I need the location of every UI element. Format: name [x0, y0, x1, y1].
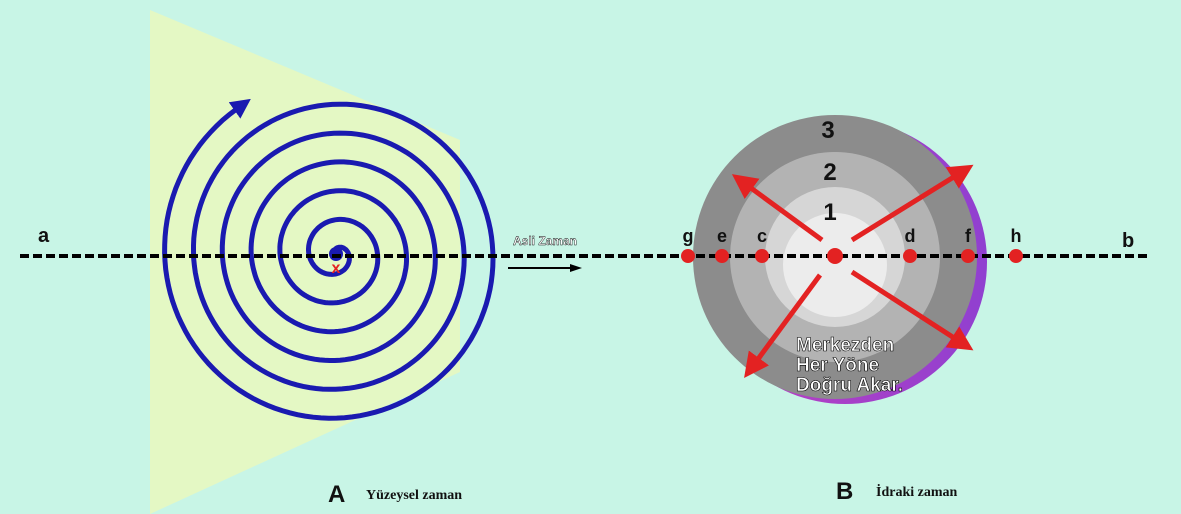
axis-point — [715, 249, 729, 263]
caption: Yüzeysel zaman — [366, 488, 462, 503]
axis-point — [755, 249, 769, 263]
point-label: f — [965, 226, 972, 246]
point-label: h — [1011, 226, 1022, 246]
axis-point — [961, 249, 975, 263]
note-line: Doğru Akar. — [796, 375, 903, 396]
point-label: c — [757, 226, 767, 246]
note-line: Merkezden — [796, 335, 894, 356]
axis-point — [681, 249, 695, 263]
ring-label: 2 — [823, 159, 836, 186]
diagram: x 3 2 1 a b Asli Zaman gecdfh Merkezden … — [0, 0, 1181, 514]
point-label: d — [905, 226, 916, 246]
letter: B — [836, 478, 853, 505]
axis-point — [1009, 249, 1023, 263]
axis-label: Asli Zaman — [513, 234, 577, 248]
ring-label: 3 — [821, 117, 834, 144]
note-line: Her Yöne — [796, 355, 879, 376]
point-label: g — [683, 226, 694, 246]
center-mark: x — [332, 260, 341, 277]
axis-end: b — [1122, 230, 1134, 252]
axis-point — [903, 249, 917, 263]
center-point — [827, 248, 843, 264]
point-label: e — [717, 226, 727, 246]
ring-label: 1 — [823, 199, 836, 226]
axis-start: a — [38, 225, 50, 247]
caption: İdraki zaman — [876, 483, 958, 500]
letter: A — [328, 481, 345, 508]
